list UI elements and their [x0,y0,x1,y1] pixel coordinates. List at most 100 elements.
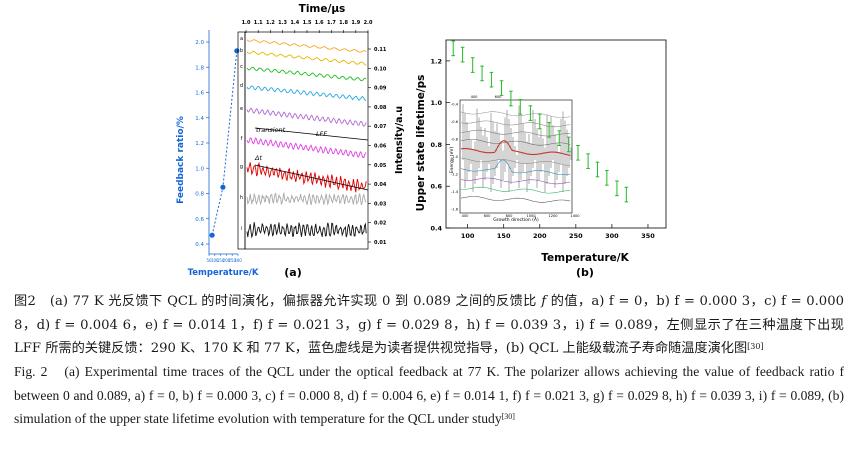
temperature-tick-label: 300 [234,258,242,263]
inset-y-tick: -1.4 [451,190,459,194]
inset-y-tick: -1.0 [451,155,459,159]
temperature-tick-label-b: 300 [605,232,619,240]
temperature-ticks-b: 100 150 200 250 300 350 [461,224,655,240]
feedback-tick-label: 1.0 [195,166,204,172]
lifetime-tick-label: 0.8 [430,141,442,149]
inset-x-tick: 1200 [548,214,558,218]
time-tick-label: 1.2 [266,20,275,26]
lifetime-error-bars [451,40,629,203]
inset-x-tick: 800 [506,214,514,218]
transient-guide-line [254,127,369,141]
intensity-tick-label: 0.04 [374,182,387,188]
feedback-point [234,48,240,54]
feedback-ratio-ticks: 2.0 1.8 1.6 1.4 1.2 1.0 0.8 0.6 0.4 [195,40,209,248]
intensity-tick-label: 0.02 [374,221,387,227]
panel-b: Upper state lifetime/ps Temperature/K (b… [415,39,667,279]
intensity-tick-label: 0.01 [374,240,387,246]
temperature-axis-title-b: Temperature/K [541,252,629,264]
inset-y-title: Energy (eV) [449,146,455,173]
caption-zh-f: f [541,294,547,309]
transient-label: transient [256,126,286,134]
inset-x-title: Growth direction (Å) [493,216,539,223]
intensity-tick-label: 0.11 [374,47,387,53]
inset-y-tick: -0.6 [451,120,459,124]
trace-a [246,39,367,53]
caption-english: Fig. 2 (a) Experimental time traces of t… [14,360,844,431]
feedback-tick-label: 0.6 [195,217,204,223]
caption-zh-part1: 图2 (a) 77 K 光反馈下 QCL 的时间演化，偏振器允许实现 0 到 0… [14,294,542,309]
caption-zh-part2: 的值，a) f = 0，b) f = 0.000 3，c) f = 0.000 … [14,294,844,356]
traces [246,39,367,239]
inset-y-tick: -0.8 [451,138,459,142]
caption-zh-ref: [30] [747,342,764,351]
intensity-tick-label: 0.05 [374,163,387,169]
intensity-tick-label: 0.10 [374,66,387,72]
figure-2: Feedback ratio/% 2.0 1.8 1.6 1.4 1.2 1.0 0.8 0.… [176,3,667,279]
trace-i [246,222,367,239]
trace-label-b: b [240,48,243,54]
time-tick-label: 1.9 [351,20,360,26]
trace-g [246,161,367,193]
feedback-tick-label: 0.4 [195,242,204,248]
trace-f [246,136,367,158]
caption-en-ref: [30] [501,412,515,421]
lff-guide-line [254,164,369,191]
feedback-ratio-axis-title: Feedback ratio/% [176,116,186,204]
trace-label-c: c [240,64,243,70]
inset-x-tick: 600 [484,214,492,218]
caption-chinese: 图2 (a) 77 K 光反馈下 QCL 的时间演化，偏振器允许实现 0 到 0… [14,290,844,361]
trace-label-e: e [240,106,243,112]
inset-x-tick: 1400 [570,214,580,218]
temperature-tick-label-b: 200 [533,232,547,240]
trace-d [246,85,367,101]
time-traces-plot: Time/μs 1.0 1.1 1.2 1.3 1.4 1.5 1.6 1.7 1.8 1.9 2.… [237,3,405,250]
trace-labels: ab c d e f g h i [240,36,243,232]
band-structure-inset: Energy (eV) Growth direction (Å) -0.4 -0.… [449,95,580,223]
feedback-tick-label: 1.2 [195,141,204,147]
intensity-tick-label: 0.03 [374,201,387,207]
time-tick-label: 1.0 [242,20,251,26]
inset-y-tick: -1.2 [451,173,458,177]
trace-label-f: f [241,136,243,142]
feedback-tick-label: 1.6 [195,91,204,97]
feedback-tick-label: 2.0 [195,40,204,46]
inset-x-tick: 1000 [526,214,536,218]
temperature-tick-label-b: 100 [461,232,475,240]
inset-top-tick: 600 [495,95,503,99]
time-ticks: 1.0 1.1 1.2 1.3 1.4 1.5 1.6 1.7 1.8 1.9 2.0 [242,20,373,33]
feedback-tick-label: 1.8 [195,65,204,71]
panel-a-label: (a) [284,266,301,279]
time-tick-label: 1.4 [290,20,299,26]
trace-b [246,50,367,66]
lifetime-ticks: 1.2 1.0 0.8 0.6 0.4 [430,57,450,233]
trace-label-d: d [240,83,243,89]
feedback-tick-label: 0.8 [195,192,204,198]
lifetime-tick-label: 1.0 [430,99,442,107]
lifetime-tick-label: 1.2 [430,57,442,65]
panel-a: Feedback ratio/% 2.0 1.8 1.6 1.4 1.2 1.0 0.8 0.… [176,3,405,279]
inset-y-tick: -1.6 [451,208,459,212]
feedback-guide-line [211,50,238,236]
time-axis-title: Time/μs [299,3,346,15]
time-tick-label: 1.8 [339,20,348,26]
time-tick-label: 1.7 [327,20,336,26]
inset-top-tick: 400 [471,95,479,99]
temperature-tick-label: 250 [228,258,236,263]
time-tick-label: 1.3 [278,20,287,26]
panel-b-label: (b) [576,266,594,279]
intensity-tick-label: 0.06 [374,144,387,150]
time-tick-label: 1.1 [254,20,263,26]
temperature-tick-label: 50 [206,258,212,263]
feedback-point [220,184,226,190]
feedback-point [209,232,215,238]
trace-label-a: a [240,36,243,42]
feedback-tick-label: 1.4 [195,116,204,122]
temperature-tick-label-b: 250 [569,232,583,240]
feedback-ratio-plot: Feedback ratio/% 2.0 1.8 1.6 1.4 1.2 1.0 0.8 0.… [176,30,259,278]
caption-en-text: Fig. 2 (a) Experimental time traces of t… [14,364,844,426]
trace-e [246,107,367,127]
temperature-tick-label-b: 350 [641,232,655,240]
feedback-points [209,48,240,238]
trace-c [246,66,367,82]
delta-t-label: Δt [254,154,262,162]
